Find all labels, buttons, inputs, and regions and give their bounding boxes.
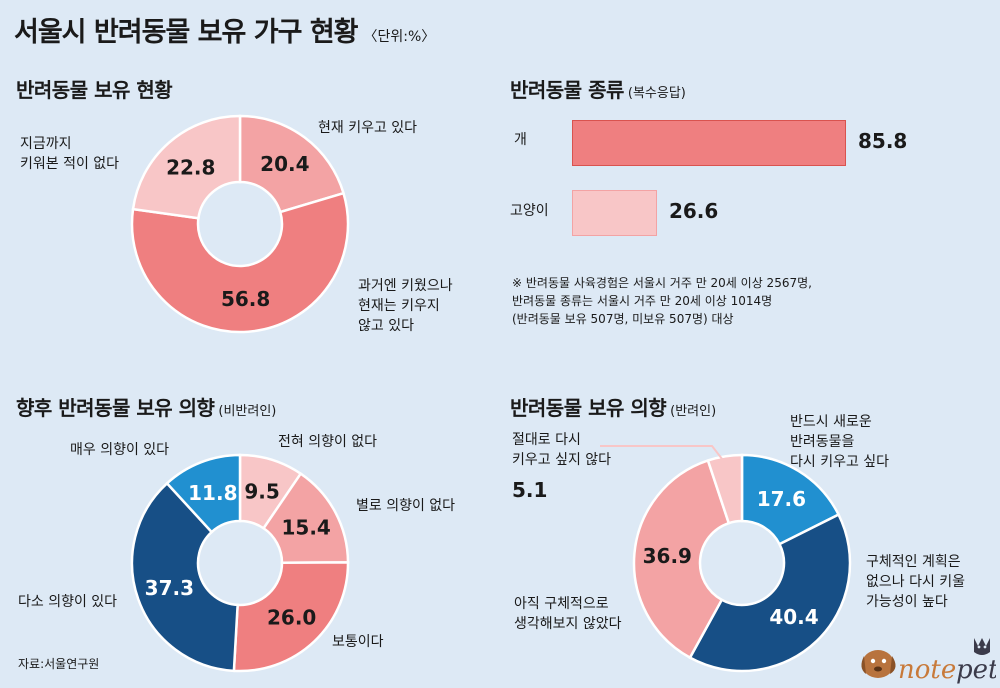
chart3-label-very: 매우 의향이 있다 (70, 442, 170, 458)
chart3-title: 향후 반려동물 보유 의향 (비반려인) (16, 396, 277, 420)
donut-intent-owner: 17.6 40.4 36.9 (632, 453, 852, 673)
donut-ownership-status: 20.4 56.8 22.8 (130, 114, 350, 334)
bar-value-cat: 26.6 (668, 199, 719, 223)
slice-value-2-1: 15.4 (281, 516, 330, 540)
source-label: 자료:서울연구원 (18, 657, 100, 671)
slice-value-2-0: 9.5 (244, 479, 279, 503)
bar-value-dog: 85.8 (858, 129, 908, 153)
slice-value-3-0: 17.6 (757, 487, 806, 511)
bar-dog (572, 120, 846, 166)
svg-text:pet: pet (956, 655, 996, 685)
chart2-subtitle: (복수응답) (627, 86, 686, 101)
slice-2-3 (130, 481, 239, 673)
chart4-subtitle: (반려인) (670, 404, 717, 419)
slice-2-4 (165, 453, 242, 534)
bar-category-dog: 개 (514, 132, 527, 148)
slice-value-0-1: 56.8 (221, 287, 270, 311)
slice-2-1 (261, 471, 350, 564)
chart1-label-current: 현재 키우고 있다 (318, 120, 418, 136)
slice-value-0-0: 20.4 (260, 152, 309, 176)
survey-note: ※ 반려동물 사육경험은 서울시 거주 만 20세 이상 2567명, 반려동물… (512, 276, 812, 326)
slice-value-2-2: 26.0 (267, 605, 316, 629)
chart3-label-little: 별로 의향이 없다 (356, 498, 456, 514)
svg-text:note: note (898, 655, 956, 685)
chart1-label-never: 지금까지 키워본 적이 없다 (20, 136, 120, 172)
chart4-title: 반려동물 보유 의향 (반려인) (510, 396, 717, 420)
slice-0-0 (238, 114, 346, 214)
slice-0-2 (131, 114, 242, 220)
chart3-label-somewhat: 다소 의향이 있다 (18, 594, 118, 610)
slice-3-3 (706, 453, 744, 525)
slice-value-2-4: 11.8 (188, 481, 237, 505)
slice-2-2 (232, 561, 350, 673)
slice-3-0 (740, 453, 841, 546)
slice-0-1 (130, 191, 350, 334)
chart3-label-none: 전혀 의향이 없다 (278, 434, 378, 450)
chart4-label-never-again: 절대로 다시 키우고 싶지 않다 (512, 432, 612, 468)
chart4-value-never-again: 5.1 (512, 478, 548, 502)
slice-3-2 (632, 458, 731, 660)
chart4-label-not-yet: 아직 구체적으로 생각해보지 않았다 (514, 596, 622, 632)
chart4-label-likely: 구체적인 계획은 없으나 다시 키울 가능성이 높다 (866, 554, 966, 610)
chart1-title: 반려동물 보유 현황 (16, 78, 173, 102)
chart3-subtitle: (비반려인) (218, 404, 277, 419)
slice-value-3-2: 36.9 (643, 544, 692, 568)
slice-value-2-3: 37.3 (145, 576, 194, 600)
chart4-label-definitely: 반드시 새로운 반려동물을 다시 키우고 싶다 (790, 414, 890, 470)
slice-3-1 (688, 512, 852, 673)
dog-cat-notepet-logo-icon: note pet (861, 638, 996, 685)
page-title: 서울시 반려동물 보유 가구 현황 〈단위:%〉 (14, 17, 436, 48)
chart1-label-past: 과거엔 키웠으나 현재는 키우지 않고 있다 (358, 278, 453, 334)
bar-category-cat: 고양이 (510, 203, 549, 219)
donut-future-intent-non-owner: 9.515.4 26.0 37.3 11.8 (130, 453, 350, 673)
chart2-title: 반려동물 종류 (복수응답) (510, 78, 686, 102)
slice-value-0-2: 22.8 (166, 155, 215, 179)
bar-cat (572, 190, 657, 236)
leader-line (600, 445, 727, 465)
unit-label: 〈단위:%〉 (363, 29, 436, 45)
slice-value-3-1: 40.4 (769, 605, 818, 629)
chart3-label-neutral: 보통이다 (332, 634, 384, 650)
